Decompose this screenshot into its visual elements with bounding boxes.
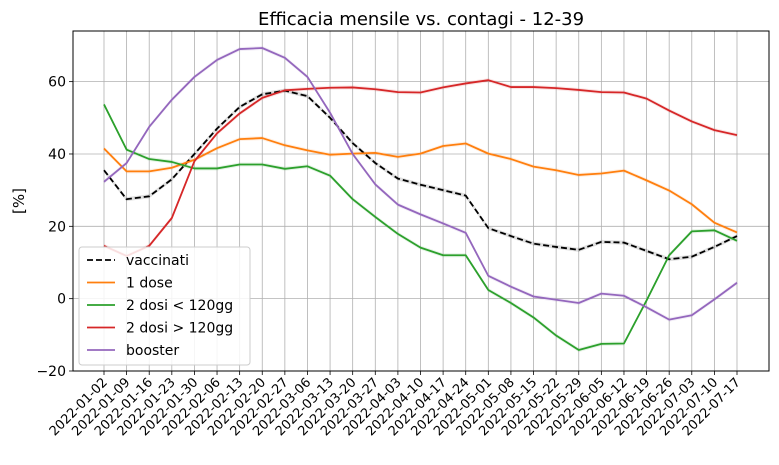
plot-frame [72, 30, 770, 372]
series-line [103, 137, 738, 234]
series-line [103, 104, 738, 351]
series-lines [103, 47, 738, 351]
y-tick-label: −20 [36, 364, 66, 380]
y-axis: −20 0 20 40 60 [36, 75, 73, 380]
series-line [103, 79, 738, 257]
y-tick-label: 20 [48, 219, 66, 235]
legend-label: booster [126, 343, 179, 359]
legend-label: 2 dosi < 120gg [126, 298, 233, 314]
y-tick-label: 60 [48, 75, 66, 91]
legend-label: vaccinati [126, 253, 189, 269]
y-tick-label: 0 [57, 292, 66, 308]
chart-title: Efficacia mensile vs. contagi - 12-39 [258, 9, 584, 30]
legend: vaccinati 1 dose 2 dosi < 120gg 2 dosi > 12… [78, 246, 251, 366]
legend-label: 1 dose [126, 276, 173, 292]
y-axis-label: [%] [10, 188, 28, 214]
series-line [103, 89, 738, 261]
series-line [103, 47, 738, 321]
legend-box [78, 246, 251, 366]
legend-label: 2 dosi > 120gg [126, 321, 233, 337]
x-axis: 2022-01-022022-01-092022-01-162022-01-23… [47, 371, 744, 439]
y-tick-label: 40 [48, 147, 66, 163]
